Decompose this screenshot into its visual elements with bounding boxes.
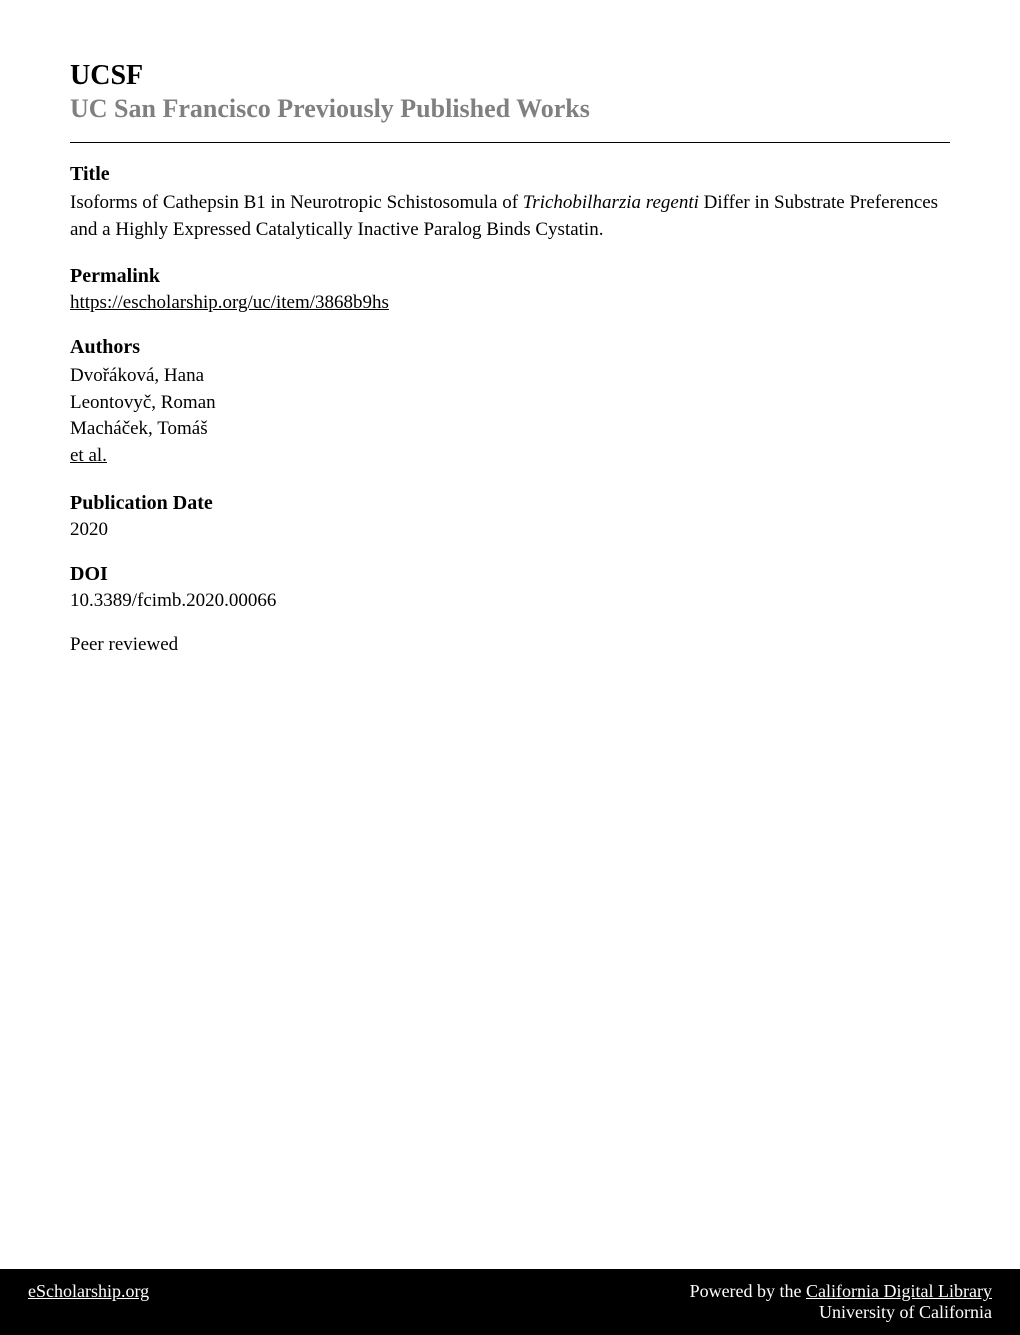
title-italic: Trichobilharzia regenti: [523, 192, 699, 213]
authors-label: Authors: [70, 336, 950, 359]
institution-subtitle: UC San Francisco Previously Published Wo…: [70, 94, 950, 124]
title-label: Title: [70, 163, 950, 186]
peer-reviewed-text: Peer reviewed: [70, 634, 950, 656]
et-al-link[interactable]: et al.: [70, 443, 950, 470]
paper-title: Isoforms of Cathepsin B1 in Neurotropic …: [70, 190, 950, 243]
institution-name: UCSF: [70, 60, 950, 92]
doi-label: DOI: [70, 563, 950, 586]
cdl-link[interactable]: California Digital Library: [806, 1281, 992, 1301]
footer-university: University of California: [819, 1302, 992, 1322]
author-name: Leontovyč, Roman: [70, 390, 950, 417]
author-name: Macháček, Tomáš: [70, 416, 950, 443]
title-part1: Isoforms of Cathepsin B1 in Neurotropic …: [70, 192, 523, 213]
footer-attribution: Powered by the California Digital Librar…: [690, 1281, 992, 1323]
publication-date-value: 2020: [70, 519, 950, 541]
footer-prefix: Powered by the: [690, 1281, 806, 1301]
escholarship-link[interactable]: eScholarship.org: [28, 1281, 149, 1302]
header-divider: [70, 142, 950, 143]
permalink-label: Permalink: [70, 265, 950, 288]
page-footer: eScholarship.org Powered by the Californ…: [0, 1269, 1020, 1335]
doi-value: 10.3389/fcimb.2020.00066: [70, 590, 950, 612]
permalink-link[interactable]: https://escholarship.org/uc/item/3868b9h…: [70, 292, 950, 314]
author-name: Dvořáková, Hana: [70, 363, 950, 390]
publication-date-label: Publication Date: [70, 492, 950, 515]
authors-list: Dvořáková, Hana Leontovyč, Roman Macháče…: [70, 363, 950, 469]
